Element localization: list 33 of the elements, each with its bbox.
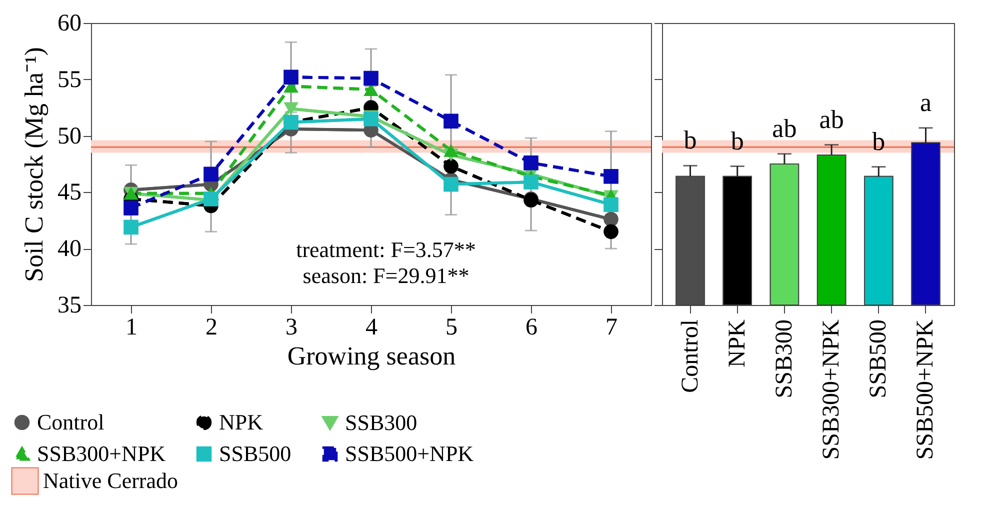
- x-tick-label: SSB300+NPK: [818, 318, 845, 460]
- x-tick-label: SSB500: [866, 320, 892, 398]
- legend-label: NPK: [219, 409, 264, 434]
- y-tick-label: 40: [58, 236, 82, 262]
- legend-label: SSB300: [345, 410, 418, 435]
- x-tick-label: 3: [286, 314, 298, 340]
- x-tick-label: 7: [606, 314, 618, 340]
- x-tick-label: 4: [366, 314, 378, 340]
- x-tick-label: 2: [206, 314, 218, 340]
- data-label: a: [920, 88, 932, 117]
- x-tick-label: SSB300: [771, 320, 798, 398]
- data-label: ab: [772, 114, 797, 143]
- x-axis-title: Growing season: [287, 342, 456, 370]
- y-tick-label: 50: [58, 123, 82, 150]
- x-tick-label: NPK: [724, 318, 750, 368]
- y-tick-label: 55: [58, 66, 82, 93]
- y-tick-label: 45: [58, 180, 82, 206]
- legend-label: Control: [37, 409, 104, 434]
- x-tick-label: 6: [526, 314, 538, 340]
- x-tick-label: SSB500+NPK: [912, 318, 939, 460]
- x-tick-label: 5: [446, 314, 458, 340]
- data-label: b: [730, 126, 744, 156]
- annotation: season: F=29.91**: [302, 263, 470, 288]
- data-label: ab: [819, 104, 844, 134]
- y-axis-title: Soil C stock (Mg ha⁻¹): [20, 47, 48, 282]
- y-tick-label: 35: [58, 292, 82, 318]
- y-tick-label: 60: [58, 10, 82, 36]
- data-label: b: [872, 126, 886, 156]
- data-label: b: [684, 126, 697, 155]
- x-tick-label: Control: [677, 319, 704, 393]
- x-tick-label: 1: [126, 314, 138, 340]
- legend-label: Native Cerrado: [43, 468, 178, 493]
- annotation: treatment: F=3.57**: [296, 237, 476, 262]
